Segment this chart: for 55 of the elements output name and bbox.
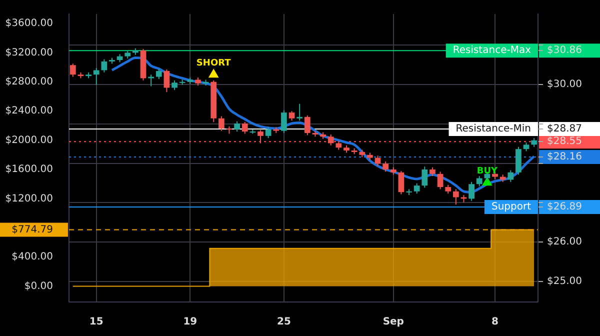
candlestick: [414, 182, 420, 194]
y2-tick-label: $30.86: [547, 45, 582, 56]
x-tick-label: 15: [89, 316, 104, 328]
candlestick: [258, 130, 264, 144]
candlestick: [164, 68, 170, 93]
y2-tick-label: $28.16: [547, 152, 582, 163]
y-tick-label: $1200.00: [5, 193, 53, 204]
candlestick: [476, 176, 482, 187]
candlestick: [101, 58, 108, 73]
candlestick: [70, 63, 76, 78]
y2-tick-label: $25.00: [547, 276, 582, 288]
candlestick: [468, 181, 474, 202]
series-label: BUY: [476, 166, 498, 176]
candlestick: [304, 114, 310, 136]
y-tick-label: $0.00: [24, 280, 53, 292]
y-tick-label: $774.79: [12, 224, 53, 236]
candlestick: [288, 110, 295, 122]
x-tick-label: Sep: [382, 316, 404, 328]
candlestick: [172, 80, 178, 90]
ref-line-label: Support: [491, 202, 532, 213]
candlestick: [508, 170, 514, 182]
x-tick-label: 25: [276, 316, 291, 328]
candlestick: [234, 120, 240, 132]
candlestick: [328, 134, 334, 146]
candlestick: [382, 160, 389, 172]
ref-line-label: Resistance-Min: [456, 124, 532, 135]
y2-tick-label: $28.87: [547, 124, 582, 135]
candlestick: [437, 171, 444, 190]
y2-tick-label: $26.00: [547, 236, 582, 248]
y-tick-label: $2000.00: [5, 134, 53, 146]
y-tick-label: $1600.00: [5, 164, 53, 176]
candlestick: [242, 122, 248, 134]
candlestick: [422, 166, 428, 188]
x-tick-label: 8: [492, 316, 499, 328]
y-tick-label: $3200.00: [5, 47, 53, 58]
y-tick-label: $400.00: [12, 252, 53, 263]
candlestick: [281, 110, 287, 134]
y2-tick-label: $26.89: [547, 202, 582, 213]
candlestick: [452, 188, 459, 206]
candlestick: [179, 79, 186, 86]
candlestick: [516, 146, 522, 176]
y-tick-label: $2400.00: [5, 106, 53, 117]
y-tick-label: $3600.00: [5, 18, 53, 30]
x-tick-label: 19: [183, 316, 198, 328]
candlestick: [398, 170, 404, 195]
y-tick-label: $2800.00: [5, 76, 53, 88]
candlestick: [265, 126, 272, 139]
candlestick: [93, 68, 100, 86]
y2-tick-label: $28.55: [547, 136, 582, 148]
y2-tick-label: $30.00: [547, 79, 582, 90]
ref-line-label: Resistance-Max: [452, 45, 532, 56]
candlestick: [218, 116, 224, 132]
candlestick: [296, 103, 303, 122]
series-label: SHORT: [196, 58, 232, 68]
candlestick: [156, 68, 162, 80]
